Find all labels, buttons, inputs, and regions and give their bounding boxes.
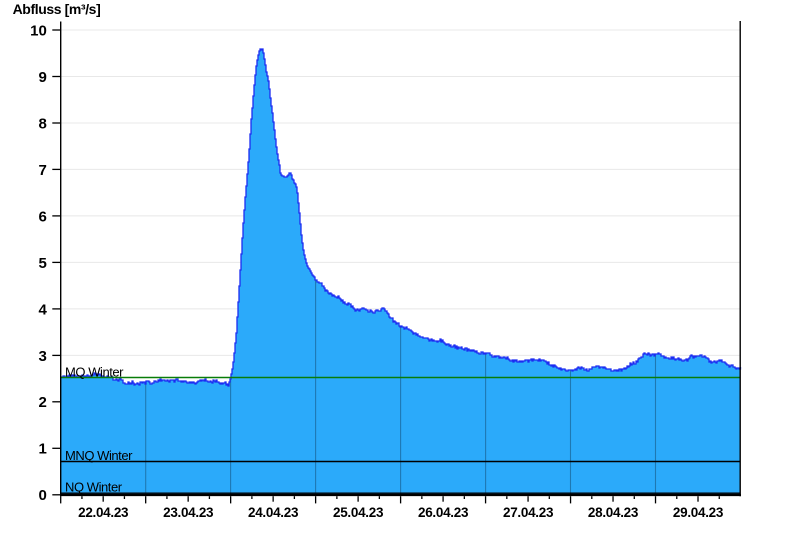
- svg-text:7: 7: [38, 162, 46, 179]
- svg-text:25.04.23: 25.04.23: [333, 505, 384, 520]
- svg-text:29.04.23: 29.04.23: [673, 505, 724, 520]
- svg-text:26.04.23: 26.04.23: [418, 505, 469, 520]
- svg-text:23.04.23: 23.04.23: [163, 505, 214, 520]
- svg-text:NQ Winter: NQ Winter: [65, 479, 123, 494]
- svg-text:MNQ Winter: MNQ Winter: [65, 448, 133, 463]
- svg-text:10: 10: [30, 22, 47, 39]
- svg-text:6: 6: [38, 208, 46, 225]
- svg-text:27.04.23: 27.04.23: [503, 505, 554, 520]
- svg-text:5: 5: [38, 255, 46, 272]
- svg-text:24.04.23: 24.04.23: [248, 505, 299, 520]
- svg-text:2: 2: [38, 394, 46, 411]
- svg-text:9: 9: [38, 69, 46, 86]
- svg-text:MQ Winter: MQ Winter: [65, 365, 124, 380]
- svg-text:4: 4: [38, 301, 47, 318]
- svg-text:3: 3: [38, 348, 46, 365]
- svg-text:28.04.23: 28.04.23: [588, 505, 639, 520]
- svg-text:Abfluss [m³/s]: Abfluss [m³/s]: [13, 1, 101, 17]
- svg-text:0: 0: [38, 487, 46, 504]
- svg-text:8: 8: [38, 115, 46, 132]
- svg-text:22.04.23: 22.04.23: [78, 505, 129, 520]
- svg-text:1: 1: [38, 441, 46, 458]
